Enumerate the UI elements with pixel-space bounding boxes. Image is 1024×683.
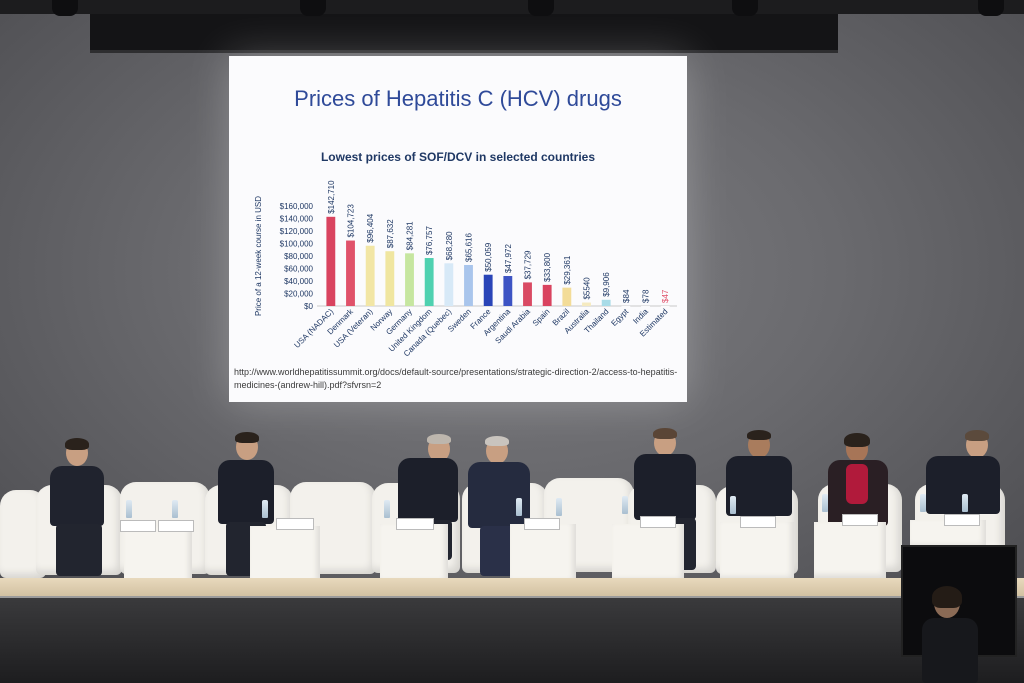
bar [326, 216, 336, 306]
y-tick-label: $140,000 [280, 215, 314, 224]
water-bottle [556, 498, 562, 516]
stage-light-icon [978, 0, 1004, 16]
bar [523, 282, 532, 306]
bar [365, 245, 375, 306]
y-tick-label: $40,000 [284, 277, 313, 286]
stage-light-icon [528, 0, 554, 16]
y-tick-label: $120,000 [280, 227, 314, 236]
water-bottle [172, 500, 178, 518]
panelist [826, 433, 892, 571]
side-table [612, 524, 684, 582]
name-card [740, 516, 776, 528]
side-table [380, 524, 448, 584]
ceiling [0, 0, 1024, 14]
category-label: Spain [531, 307, 552, 328]
bar [483, 274, 493, 306]
stage-light-icon [732, 0, 758, 16]
slide-title: Prices of Hepatitis C (HCV) drugs [294, 86, 622, 111]
water-bottle [920, 494, 926, 512]
name-card [120, 520, 156, 532]
bar-value-label: $37,729 [524, 250, 533, 279]
price-bar-chart: Price of a 12-week course in USD $0 $20,0… [254, 180, 677, 358]
water-bottle [822, 494, 828, 512]
projection-screen: Prices of Hepatitis C (HCV) drugs Lowest… [229, 56, 687, 402]
bar-value-label: $78 [642, 289, 651, 303]
bar [621, 305, 631, 307]
side-table [124, 526, 192, 588]
panelist [46, 438, 116, 580]
bar [346, 240, 355, 306]
bar [503, 276, 513, 306]
bar [660, 305, 670, 307]
water-bottle [730, 496, 736, 514]
chart-title: Lowest prices of SOF/DCV in selected cou… [320, 150, 596, 164]
bar [385, 251, 395, 306]
bar [444, 263, 454, 306]
bar [562, 287, 572, 306]
panelist [722, 430, 796, 572]
bar-value-label: $87,632 [386, 219, 395, 248]
bar-value-label: $65,616 [465, 233, 474, 262]
stage-edge [0, 596, 1024, 599]
water-bottle [962, 494, 968, 512]
name-card [944, 514, 980, 526]
y-tick-label: $0 [304, 302, 313, 311]
bar-value-label: $50,059 [484, 242, 493, 271]
side-table [814, 522, 886, 578]
bar [641, 305, 650, 307]
side-table [250, 526, 320, 586]
name-card [158, 520, 194, 532]
y-axis-label: Price of a 12-week course in USD [254, 196, 263, 316]
name-card [276, 518, 314, 530]
side-table [720, 522, 794, 580]
name-card [396, 518, 434, 530]
bar-value-label: $47,972 [504, 244, 513, 273]
y-tick-label: $80,000 [284, 252, 313, 261]
stage-light-icon [52, 0, 78, 16]
y-tick-label: $20,000 [284, 290, 313, 299]
bar-value-label: $104,723 [347, 204, 356, 238]
water-bottle [262, 500, 268, 518]
category-label: Egypt [609, 307, 630, 328]
y-tick-label: $60,000 [284, 265, 313, 274]
water-bottle [622, 496, 628, 514]
bar-value-label: $33,800 [543, 252, 552, 281]
name-card [640, 516, 676, 528]
audience-member [922, 586, 978, 683]
water-bottle [126, 500, 132, 518]
bar-value-label: $9,906 [602, 272, 611, 297]
source-url: http://www.worldhepatitissummit.org/docs… [234, 367, 678, 390]
stage-front [0, 598, 1024, 683]
bar [464, 264, 473, 306]
bar-value-label: $76,757 [425, 226, 434, 255]
bar [542, 284, 552, 306]
bar [405, 253, 414, 306]
bar-value-label: $84,281 [406, 221, 415, 250]
bar-value-label: $29,361 [563, 255, 572, 284]
y-tick-label: $160,000 [280, 202, 314, 211]
bar [601, 299, 611, 306]
bar-value-label: $142,710 [327, 180, 336, 214]
name-card [524, 518, 560, 530]
bar-value-label: $5540 [583, 277, 592, 300]
bar-value-label: $84 [622, 289, 631, 303]
bar-value-label: $68,280 [445, 231, 454, 260]
bar-value-label: $96,404 [366, 213, 375, 242]
side-table [510, 524, 576, 584]
bar-value-label: $47 [661, 289, 670, 303]
water-bottle [516, 498, 522, 516]
bar [424, 258, 434, 306]
name-card [842, 514, 878, 526]
stage-light-icon [300, 0, 326, 16]
water-bottle [384, 500, 390, 518]
y-tick-label: $100,000 [280, 240, 314, 249]
bar [582, 302, 591, 306]
lighting-truss [90, 14, 838, 53]
